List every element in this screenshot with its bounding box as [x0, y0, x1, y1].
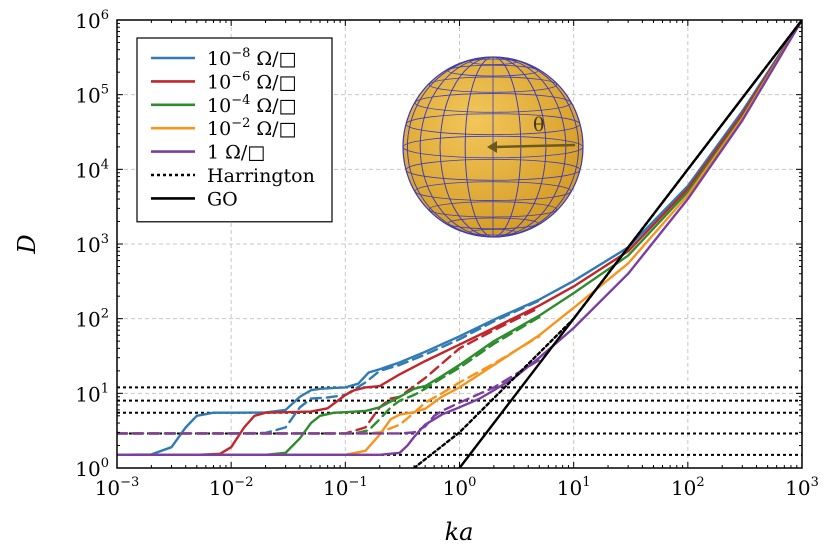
- series-line-11: [458, 20, 802, 468]
- y-tick-label-5: 105: [75, 83, 109, 108]
- y-tick-label-2: 102: [75, 307, 109, 332]
- legend-label-4: 1 Ω/□: [207, 142, 265, 164]
- y-axis-label: D: [13, 234, 41, 254]
- series-line-8: [117, 20, 802, 457]
- series-line-0: [117, 20, 802, 457]
- legend-box: [136, 37, 333, 223]
- series-line-9: [117, 358, 541, 435]
- sphere-meridian-9: [407, 56, 579, 238]
- series-group: [117, 20, 802, 468]
- legend-label-3: 10−2 Ω/□: [207, 116, 297, 140]
- legend-label-0: 10−8 Ω/□: [207, 46, 297, 70]
- sphere-inset: θ: [402, 56, 584, 238]
- series-line-3: [117, 306, 541, 435]
- x-tick-label-1: 10−2: [209, 475, 254, 500]
- x-tick-labels: 10−3 10−2 10−1 100 101 102 103: [95, 475, 819, 500]
- x-tick-label-4: 101: [557, 475, 591, 500]
- sphere-angle-label: θ: [533, 114, 544, 136]
- x-tick-label-6: 103: [785, 475, 819, 500]
- sphere-latitude-4: [414, 93, 572, 113]
- y-tick-labels: 100 101 102 103 104 105 106: [75, 8, 109, 481]
- legend-label-1: 10−6 Ω/□: [207, 69, 297, 93]
- y-tick-label-1: 101: [75, 381, 109, 406]
- legend-label-2: 10−4 Ω/□: [207, 93, 297, 117]
- y-tick-label-3: 103: [75, 232, 109, 257]
- y-tick-label-4: 104: [75, 157, 109, 182]
- arrow-head-icon: [487, 141, 497, 153]
- sphere-latitude-8: [414, 181, 572, 201]
- series-line-7: [117, 335, 541, 435]
- x-tick-label-2: 10−1: [323, 475, 368, 500]
- series-line-4: [117, 20, 802, 457]
- sphere-latitude-9: [428, 201, 558, 218]
- x-tick-label-3: 100: [443, 475, 477, 500]
- legend-label-6: GO: [207, 188, 238, 210]
- x-axis-label: ka: [445, 518, 474, 546]
- x-tick-label-5: 102: [671, 475, 705, 500]
- y-tick-label-0: 100: [75, 456, 109, 481]
- y-tick-label-6: 106: [75, 8, 109, 33]
- series-line-5: [117, 315, 541, 435]
- sphere-arrow: [494, 143, 576, 149]
- legend-label-5: Harrington: [207, 165, 315, 187]
- legend: 10−8 Ω/□10−6 Ω/□10−4 Ω/□10−2 Ω/□1 Ω/□Har…: [136, 37, 333, 223]
- x-tick-label-0: 10−3: [95, 475, 140, 500]
- series-line-2: [117, 20, 802, 457]
- ticks: [116, 20, 802, 469]
- sphere-latitude-3: [428, 76, 558, 93]
